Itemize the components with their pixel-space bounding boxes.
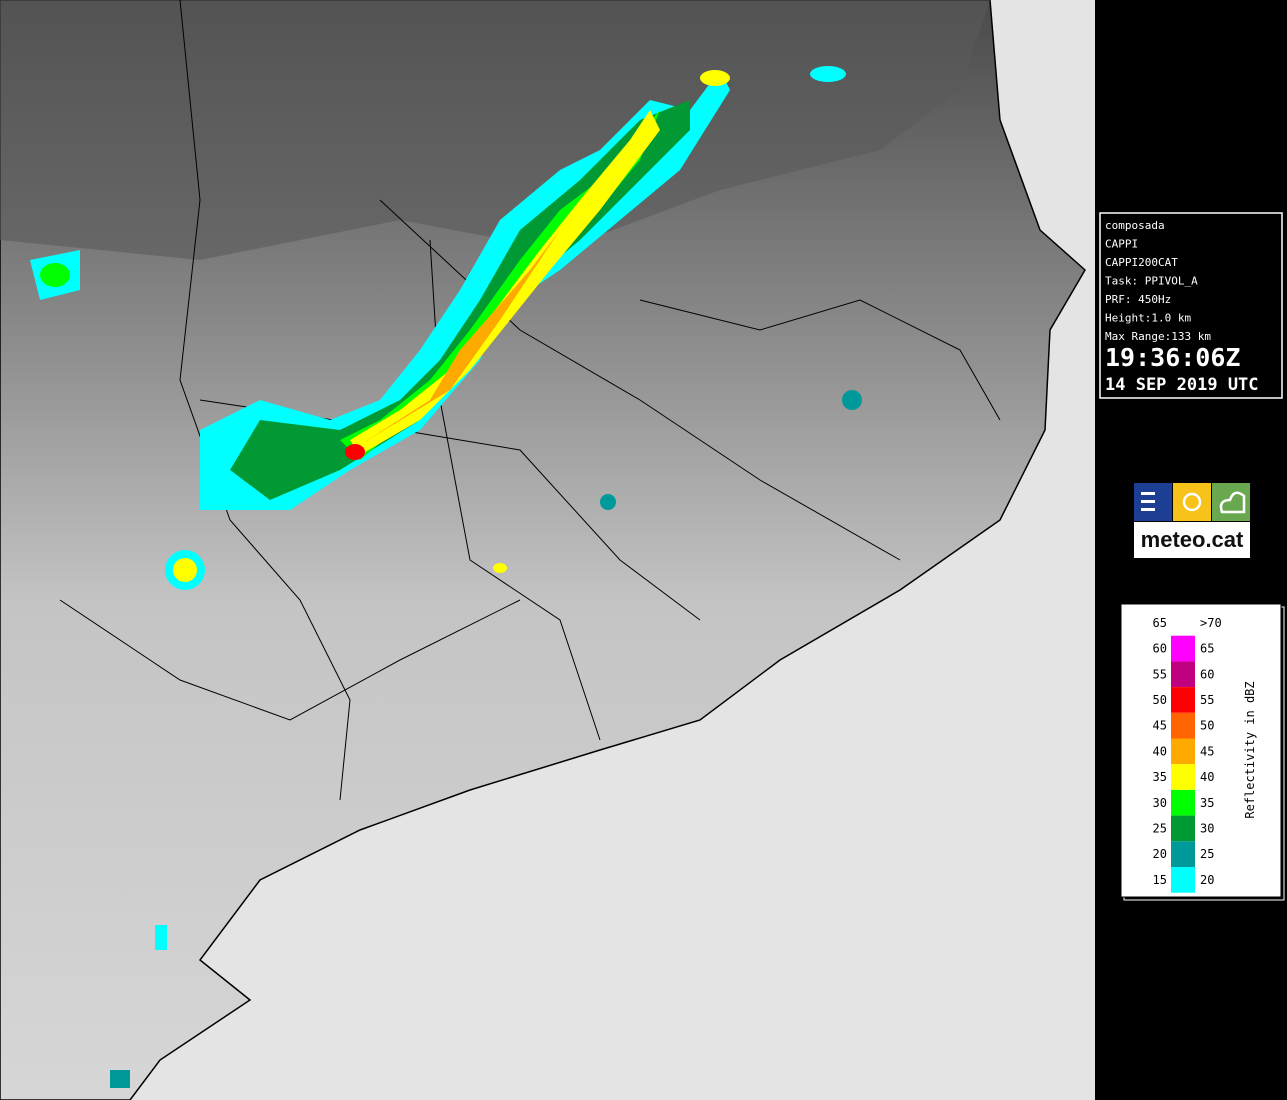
- legend-swatch: [1171, 867, 1195, 893]
- legend-to: 30: [1200, 821, 1214, 835]
- legend-to: 40: [1200, 770, 1214, 784]
- legend-to: 55: [1200, 693, 1214, 707]
- info-line: composada: [1105, 219, 1165, 232]
- legend-swatch: [1171, 764, 1195, 790]
- legend-swatch: [1171, 661, 1195, 688]
- logo-text: meteo.cat: [1141, 527, 1244, 552]
- legend-to: 65: [1200, 642, 1214, 656]
- legend-swatch: [1171, 789, 1195, 816]
- legend-from: 40: [1153, 744, 1167, 758]
- legend-to: 20: [1200, 873, 1214, 887]
- legend-from: 55: [1153, 667, 1167, 681]
- info-line: CAPPI200CAT: [1105, 256, 1178, 269]
- radar-echoes: [30, 66, 862, 1088]
- legend-from: 60: [1153, 642, 1167, 656]
- land: [0, 0, 1086, 1100]
- logo: meteo.cat: [1134, 483, 1250, 558]
- info-line: Height:1.0 km: [1105, 312, 1191, 325]
- legend-to: 25: [1200, 847, 1214, 861]
- legend-swatch: [1171, 841, 1195, 867]
- info-line: Task: PPIVOL_A: [1105, 275, 1198, 288]
- legend-from: 45: [1153, 719, 1167, 733]
- legend-swatch: [1171, 687, 1195, 713]
- legend-swatch: [1171, 815, 1195, 842]
- legend: [1120, 603, 1282, 898]
- legend-to: 50: [1200, 719, 1214, 733]
- legend-from: 15: [1153, 873, 1167, 887]
- legend-to: 60: [1200, 667, 1214, 681]
- legend-to: >70: [1200, 616, 1222, 630]
- info-line: CAPPI: [1105, 238, 1138, 251]
- pyrenees: [0, 0, 990, 260]
- legend-from: 65: [1153, 616, 1167, 630]
- legend-swatch: [1171, 712, 1195, 739]
- info-line: PRF: 450Hz: [1105, 293, 1171, 306]
- legend-from: 35: [1153, 770, 1167, 784]
- legend-from: 50: [1153, 693, 1167, 707]
- date: 14 SEP 2019 UTC: [1105, 375, 1259, 395]
- legend-from: 25: [1153, 821, 1167, 835]
- legend-from: 30: [1153, 796, 1167, 810]
- legend-from: 20: [1153, 847, 1167, 861]
- info-panel: [1099, 212, 1283, 399]
- legend-swatch: [1171, 635, 1195, 662]
- legend-swatch: [1171, 738, 1195, 765]
- info-line: Max Range:133 km: [1105, 330, 1211, 343]
- legend-to: 35: [1200, 796, 1214, 810]
- legend-swatch: [1171, 610, 1195, 636]
- legend-to: 45: [1200, 744, 1214, 758]
- time: 19:36:06Z: [1105, 343, 1240, 372]
- legend-title: Reflectivity in dBZ: [1243, 681, 1257, 818]
